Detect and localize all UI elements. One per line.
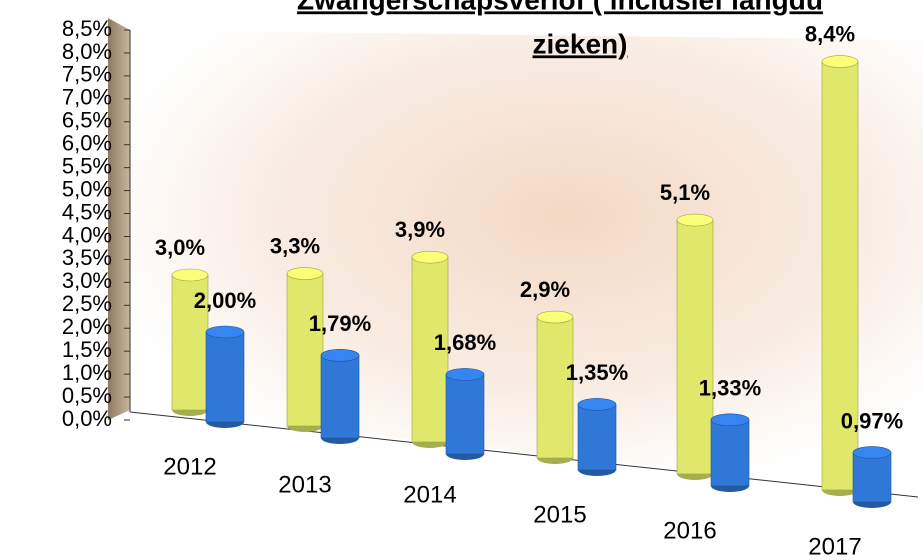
value-label: 8,4%: [805, 21, 855, 46]
cylinder: [287, 268, 323, 432]
y-tick-label: 7,5%: [62, 62, 112, 87]
value-label: 2,9%: [520, 277, 570, 302]
x-tick-label: 2014: [403, 481, 456, 508]
x-tick-label: 2013: [278, 471, 331, 498]
value-label: 1,35%: [566, 360, 628, 385]
bar: [711, 420, 749, 486]
x-tick-label: 2017: [808, 533, 861, 560]
y-tick-label: 2,5%: [62, 291, 112, 316]
bar: [677, 220, 713, 474]
cylinder-top: [853, 447, 891, 459]
value-label: 1,33%: [699, 376, 761, 401]
y-tick-label: 3,5%: [62, 245, 112, 270]
cylinder-top: [287, 268, 323, 280]
bar: [853, 453, 891, 502]
cylinder-top: [711, 414, 749, 426]
y-tick-label: 7,0%: [62, 85, 112, 110]
chart: Zwangerschapsverlof ( inclusief langdu z…: [0, 0, 923, 560]
cylinder: [206, 326, 244, 428]
y-tick-label: 0,5%: [62, 383, 112, 408]
y-tick-label: 8,5%: [62, 16, 112, 41]
bar: [537, 317, 573, 458]
cylinder: [677, 214, 713, 480]
cylinder-top: [206, 326, 244, 338]
cylinder-top: [446, 368, 484, 380]
y-tick-label: 3,0%: [62, 268, 112, 293]
x-tick-label: 2015: [533, 501, 586, 528]
cylinder-top: [172, 269, 208, 281]
cylinder-top: [537, 311, 573, 323]
cylinder: [853, 447, 891, 508]
cylinder-top: [412, 251, 448, 263]
y-tick-label: 5,0%: [62, 176, 112, 201]
x-tick-label: 2012: [163, 453, 216, 480]
title-line: zieken): [533, 28, 628, 59]
bar: [321, 355, 359, 438]
cylinder: [711, 414, 749, 492]
value-label: 1,79%: [309, 311, 371, 336]
value-label: 5,1%: [660, 180, 710, 205]
y-tick-label: 4,5%: [62, 199, 112, 224]
cylinder: [537, 311, 573, 464]
cylinder-top: [677, 214, 713, 226]
bar: [446, 374, 484, 454]
value-label: 3,3%: [270, 233, 320, 258]
cylinder: [578, 398, 616, 476]
cylinder-top: [822, 56, 858, 68]
y-tick-label: 0,0%: [62, 406, 112, 431]
bar: [287, 274, 323, 426]
value-label: 0,97%: [841, 408, 903, 433]
value-label: 3,0%: [155, 235, 205, 260]
cylinder-top: [321, 349, 359, 361]
bar: [578, 404, 616, 470]
title-line: Zwangerschapsverlof ( inclusief langdu: [297, 0, 823, 15]
value-label: 2,00%: [194, 288, 256, 313]
y-tick-label: 5,5%: [62, 153, 112, 178]
cylinder: [446, 368, 484, 460]
bar: [206, 332, 244, 422]
y-tick-label: 8,0%: [62, 39, 112, 64]
y-tick-label: 6,5%: [62, 108, 112, 133]
y-tick-label: 2,0%: [62, 314, 112, 339]
x-tick-label: 2016: [663, 517, 716, 544]
y-tick-label: 1,5%: [62, 337, 112, 362]
y-tick-label: 6,0%: [62, 131, 112, 156]
cylinder-top: [578, 398, 616, 410]
y-tick-label: 1,0%: [62, 360, 112, 385]
value-label: 3,9%: [395, 217, 445, 242]
y-tick-label: 4,0%: [62, 222, 112, 247]
cylinder: [321, 349, 359, 444]
value-label: 1,68%: [434, 330, 496, 355]
